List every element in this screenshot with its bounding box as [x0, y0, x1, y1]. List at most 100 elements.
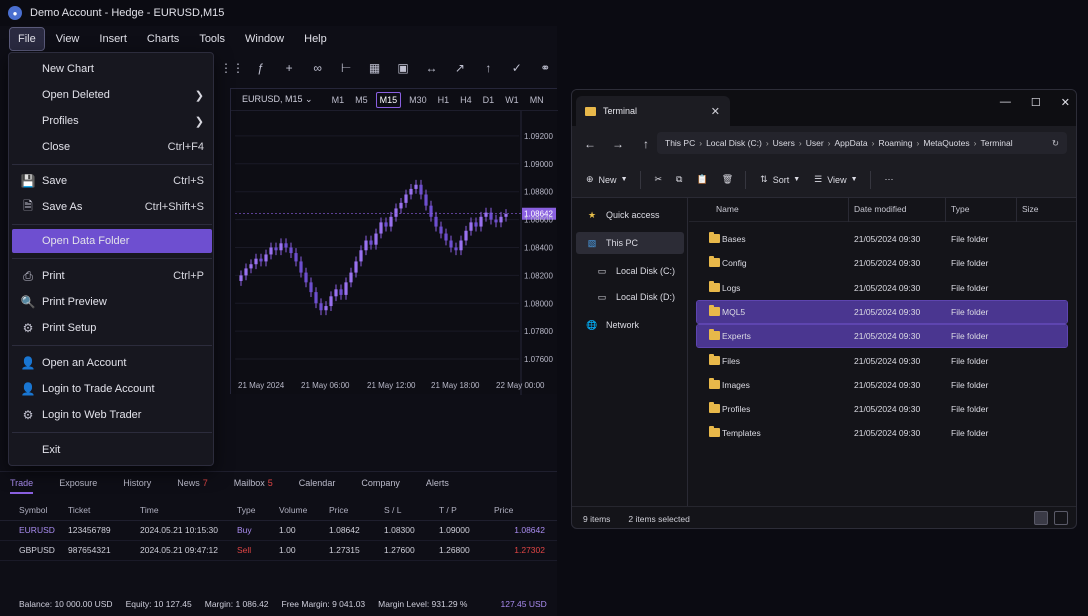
indicator-icon[interactable]: ƒ: [257, 61, 265, 75]
breadcrumb-appdata[interactable]: AppData: [834, 138, 868, 148]
timeframe-m15[interactable]: M15: [375, 91, 402, 108]
signal-icon[interactable]: ⚭: [540, 61, 551, 75]
grid-icon[interactable]: ▦: [368, 61, 381, 75]
breadcrumb[interactable]: This PC › Local Disk (C:) › Users › User › A…: [657, 132, 1067, 154]
forward-arrow-icon[interactable]: →: [612, 137, 624, 151]
menu-item-profiles[interactable]: Profiles ❯: [12, 109, 212, 133]
tab-calendar[interactable]: Calendar: [299, 478, 336, 494]
crosshair-icon[interactable]: +: [285, 61, 293, 75]
timeframe-w1[interactable]: W1: [505, 94, 519, 105]
column-divider[interactable]: [1016, 198, 1017, 222]
col-symbol[interactable]: Symbol: [0, 500, 60, 521]
checkmark-icon[interactable]: ✓: [511, 61, 522, 75]
col-date-modified[interactable]: Date modified: [854, 204, 907, 214]
menu-help[interactable]: Help: [304, 33, 327, 45]
new-button[interactable]: ⊕ New ▼: [586, 174, 628, 185]
file-row[interactable]: Config 21/05/2024 09:30 File folder: [697, 252, 1067, 274]
sort-button[interactable]: ⇅ Sort ▼: [760, 174, 800, 185]
tiles-view-icon[interactable]: [1054, 511, 1068, 525]
file-row[interactable]: Bases 21/05/2024 09:30 File folder: [697, 228, 1067, 250]
menu-tools[interactable]: Tools: [199, 33, 225, 45]
tab-mailbox[interactable]: Mailbox 5: [234, 478, 273, 494]
menu-item-save-as[interactable]: 🗎 Save As Ctrl+Shift+S: [12, 195, 212, 219]
breadcrumb-local-disk[interactable]: Local Disk (C:): [706, 138, 762, 148]
menu-charts[interactable]: Charts: [146, 33, 180, 45]
minimize-icon[interactable]: —: [999, 96, 1011, 108]
menu-item-login-web-trader[interactable]: ⚙ Login to Web Trader: [12, 403, 212, 427]
file-row[interactable]: Files 21/05/2024 09:30 File folder: [697, 350, 1067, 372]
menu-item-new-chart[interactable]: New Chart: [12, 57, 212, 81]
table-row[interactable]: EURUSD 123456789 2024.05.21 10:15:30 Buy…: [0, 520, 557, 541]
menu-item-close[interactable]: Close Ctrl+F4: [12, 135, 212, 159]
breadcrumb-user[interactable]: User: [805, 138, 824, 148]
back-arrow-icon[interactable]: ←: [584, 137, 596, 151]
maximize-icon[interactable]: ☐: [1030, 97, 1041, 109]
copy-icon[interactable]: ⧉: [676, 174, 683, 184]
menu-window[interactable]: Window: [245, 33, 285, 45]
timeframe-m5[interactable]: M5: [355, 94, 368, 105]
tab-trade[interactable]: Trade: [10, 478, 34, 494]
breadcrumb-users[interactable]: Users: [772, 138, 795, 148]
objects-icon[interactable]: ∞: [313, 61, 322, 75]
view-button[interactable]: ☰ View ▼: [814, 174, 857, 185]
price-chart[interactable]: 1.08642 1.09200 1.09000 1.08800 1.08600 1.08…: [231, 111, 558, 395]
breadcrumb-this-pc[interactable]: This PC: [665, 138, 696, 148]
tab-alerts[interactable]: Alerts: [426, 478, 449, 494]
up-arrow-icon[interactable]: ↑: [643, 137, 649, 151]
resize-icon[interactable]: ↔: [425, 61, 438, 75]
menu-item-print-preview[interactable]: 🔍 Print Preview: [12, 290, 212, 314]
nav-local-disk-c[interactable]: ▭ Local Disk (C:): [586, 260, 684, 282]
file-row[interactable]: Images 21/05/2024 09:30 File folder: [697, 374, 1067, 396]
nav-local-disk-d[interactable]: ▭ Local Disk (D:): [586, 286, 684, 308]
explorer-tab[interactable]: Terminal ✕: [576, 96, 730, 126]
vertical-line-icon[interactable]: ↑: [485, 61, 492, 75]
timeframe-h1[interactable]: H1: [437, 94, 450, 105]
tab-exposure[interactable]: Exposure: [59, 478, 97, 494]
file-row[interactable]: MQL5 21/05/2024 09:30 File folder: [696, 299, 1068, 324]
timeframe-h4[interactable]: H4: [460, 94, 472, 105]
col-sl[interactable]: S / L: [376, 500, 431, 521]
nav-quick-access[interactable]: ★ Quick access: [576, 204, 684, 226]
menu-item-exit[interactable]: Exit: [12, 438, 212, 462]
tab-history[interactable]: History: [123, 478, 151, 494]
chart-window[interactable]: EURUSD, M15 ⌄ M1 M5 M15 M30 H1 H4 D1 W1 …: [230, 88, 558, 395]
menu-item-login-trade-account[interactable]: 👤 Login to Trade Account: [12, 377, 212, 401]
col-current-price[interactable]: Price: [486, 500, 557, 521]
file-row[interactable]: Logs 21/05/2024 09:30 File folder: [697, 277, 1067, 299]
file-row[interactable]: Experts 21/05/2024 09:30 File folder: [696, 324, 1068, 349]
col-type[interactable]: Type: [229, 500, 271, 521]
text-label-icon[interactable]: ▣: [397, 61, 409, 75]
breadcrumb-roaming[interactable]: Roaming: [878, 138, 913, 148]
col-price[interactable]: Price: [321, 500, 376, 521]
menu-item-print[interactable]: ⎙ Print Ctrl+P: [12, 264, 212, 288]
menu-file[interactable]: File: [9, 27, 45, 51]
dotted-lines-icon[interactable]: ⋮⋮: [220, 61, 244, 75]
timeframe-mn[interactable]: MN: [529, 94, 544, 105]
more-options-icon[interactable]: ⋯: [884, 174, 894, 184]
tab-news[interactable]: News 7: [177, 478, 208, 494]
col-type[interactable]: Type: [951, 204, 970, 214]
delete-icon[interactable]: 🗑: [721, 174, 734, 184]
refresh-icon[interactable]: ↻: [1051, 137, 1059, 148]
close-window-icon[interactable]: ✕: [1060, 97, 1070, 109]
col-size[interactable]: Size: [1022, 204, 1039, 214]
timeframe-m30[interactable]: M30: [409, 94, 427, 105]
menu-item-save[interactable]: 💾 Save Ctrl+S: [12, 169, 212, 193]
breadcrumb-terminal[interactable]: Terminal: [980, 138, 1013, 148]
close-tab-icon[interactable]: ✕: [710, 105, 720, 118]
period-separator-icon[interactable]: ⊢: [340, 61, 352, 75]
chart-symbol-selector[interactable]: EURUSD, M15 ⌄: [242, 94, 313, 105]
col-name[interactable]: Name: [716, 204, 739, 214]
nav-network[interactable]: 🌐 Network: [576, 314, 684, 336]
details-view-icon[interactable]: [1034, 511, 1048, 525]
table-row[interactable]: GBPUSD 987654321 2024.05.21 09:47:12 Sel…: [0, 540, 557, 561]
trendline-icon[interactable]: ↗: [454, 61, 465, 75]
timeframe-m1[interactable]: M1: [331, 94, 345, 105]
col-time[interactable]: Time: [132, 500, 229, 521]
file-row[interactable]: Profiles 21/05/2024 09:30 File folder: [697, 398, 1067, 420]
breadcrumb-metaquotes[interactable]: MetaQuotes: [923, 138, 970, 148]
timeframe-d1[interactable]: D1: [482, 94, 495, 105]
menu-item-open-account[interactable]: 👤 Open an Account: [12, 351, 212, 375]
column-divider[interactable]: [945, 198, 946, 222]
col-volume[interactable]: Volume: [271, 500, 321, 521]
